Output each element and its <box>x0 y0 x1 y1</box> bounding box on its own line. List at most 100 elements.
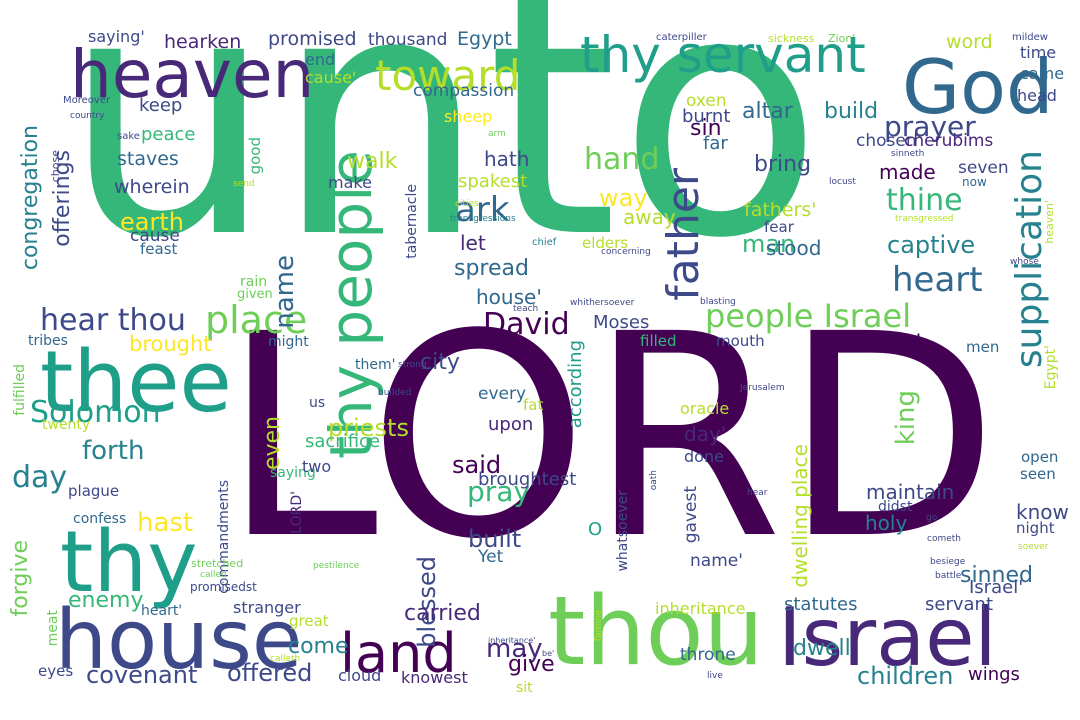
word-cometh: cometh <box>927 534 961 544</box>
word-spread: spread <box>454 256 529 281</box>
word-arm: arm <box>488 129 506 139</box>
word-night: night <box>1016 519 1055 537</box>
word-head: head <box>1017 86 1057 105</box>
word-land: land <box>340 622 457 685</box>
word-oath: oath <box>649 470 659 491</box>
word-cloud: cloud <box>338 666 382 685</box>
word-oracle: oracle <box>680 399 730 418</box>
word-peace: peace <box>141 124 196 145</box>
word-eyes: eyes <box>38 662 74 680</box>
word-chose: chose <box>49 150 62 183</box>
word-chief: chief <box>532 237 557 248</box>
word-pestilence: pestilence <box>313 561 360 571</box>
word-know: know <box>1016 500 1069 524</box>
word-thousand: thousand <box>368 30 448 50</box>
word-whithersoever: whithersoever <box>570 298 635 308</box>
word-tribes: tribes <box>28 333 68 349</box>
word-moreover: Moreover <box>63 95 111 106</box>
word-carried: carried <box>404 601 481 626</box>
word-bring: bring <box>754 152 812 177</box>
word-staves: staves <box>117 148 179 170</box>
word-ark: ark <box>455 190 510 230</box>
word-solomon: Solomon <box>30 395 161 430</box>
word-zion-apos: Zion' <box>828 32 856 45</box>
word-cities: cities <box>455 199 479 209</box>
word-besiege: besiege <box>930 557 966 567</box>
word-locust: locust <box>829 177 856 187</box>
word-sheep: sheep <box>444 107 493 126</box>
word-maintain: maintain <box>866 480 955 504</box>
word-be-apos: be' <box>542 649 555 658</box>
word-soever: soever <box>1018 542 1049 552</box>
word-promisedst: promisedst <box>190 580 257 594</box>
word-mildew: mildew <box>1012 32 1048 43</box>
word-hast: hast <box>137 508 194 538</box>
word-broughtest: broughtest <box>478 469 577 490</box>
word-god: God <box>902 43 1054 131</box>
word-hath: hath <box>484 147 530 171</box>
word-city: city <box>420 350 460 375</box>
word-covenant: covenant <box>86 661 198 689</box>
word-burnt: burnt <box>682 106 731 127</box>
word-unto: unto <box>62 0 823 312</box>
word-stood: stood <box>766 236 822 260</box>
word-wings: wings <box>968 664 1020 685</box>
word-heaven: heaven <box>70 36 315 113</box>
word-inheritance: inheritance <box>655 599 746 618</box>
word-transgressions: transgressions <box>450 214 516 224</box>
word-meat: meat <box>45 610 61 647</box>
word-israel-apos: Israel' <box>969 577 1024 598</box>
word-cause-apos: cause' <box>305 68 357 87</box>
word-seven: seven <box>958 158 1009 178</box>
word-called: called <box>200 570 227 580</box>
word-congregation: congregation <box>18 125 43 271</box>
word-thy-large: thy <box>60 513 198 612</box>
word-men: men <box>966 338 1000 356</box>
word-fathers-apos: fathers' <box>744 199 817 221</box>
word-give: give <box>508 652 555 677</box>
word-live: live <box>707 671 723 681</box>
word-heaven-apos: heaven' <box>1043 200 1056 244</box>
word-children: children <box>857 662 954 690</box>
word-make: make <box>328 173 372 192</box>
word-holy: holy <box>865 511 908 535</box>
word-didst: didst <box>878 499 913 515</box>
word-go: go <box>926 513 938 523</box>
word-said: said <box>452 451 502 479</box>
word-thine: thine <box>886 183 963 218</box>
word-fulfilled: fulfilled <box>12 364 28 416</box>
word-done: done <box>684 447 724 466</box>
word-altar: altar <box>742 99 793 124</box>
word-toward: toward <box>375 51 521 100</box>
word-even: even <box>260 416 285 471</box>
word-blasting: blasting <box>700 297 736 307</box>
word-them-apos: them' <box>355 357 396 373</box>
word-yet: Yet <box>478 547 504 567</box>
word-keep: keep <box>139 95 183 116</box>
word-country: country <box>70 111 105 121</box>
word-feast: feast <box>140 240 178 258</box>
word-dwell: dwell <box>793 636 851 661</box>
word-end: end <box>305 50 336 69</box>
word-plague: plague <box>68 482 120 500</box>
word-teach: teach <box>513 304 539 314</box>
word-came: came <box>1020 64 1065 83</box>
word-may: may <box>486 634 543 664</box>
word-david: David <box>483 307 570 342</box>
word-captive: captive <box>887 231 976 259</box>
word-seen: seen <box>1020 465 1056 483</box>
word-name: name <box>270 255 300 329</box>
word-promised: promised <box>268 28 357 50</box>
word-sinneth: sinneth <box>891 149 925 159</box>
word-priests: priests <box>328 414 409 442</box>
word-throne: throne <box>680 645 736 665</box>
word-assembled: assembled <box>813 330 922 354</box>
word-o: O <box>588 519 603 540</box>
word-word: word <box>946 31 993 53</box>
word-lord: LORD <box>222 275 999 601</box>
word-spakest: spakest <box>458 171 528 192</box>
word-sinned: sinned <box>960 563 1033 588</box>
word-thou: thou <box>548 577 764 687</box>
word-jerusalem: Jerusalem <box>740 383 785 393</box>
word-gavest: gavest <box>681 486 701 544</box>
